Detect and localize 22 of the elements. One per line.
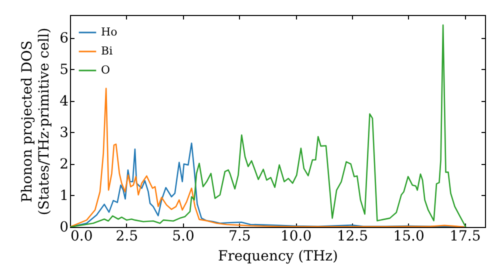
legend-label: Ho — [101, 26, 118, 38]
x-tick-label: 12.5 — [336, 228, 368, 244]
legend-label: Bi — [101, 44, 114, 58]
y-axis-title: Phonon projected DOS (States/THz·primitive cell) — [20, 28, 53, 216]
y-tick-label: 2 — [60, 156, 68, 172]
y-tick-label: 6 — [60, 30, 69, 46]
y-tick-label: 0 — [60, 220, 68, 236]
x-axis-title: Frequency (THz) — [218, 248, 338, 264]
y-tick-label: 1 — [60, 188, 68, 204]
x-tick-label: 5.0 — [172, 228, 194, 244]
x-tick-label: 10.0 — [280, 228, 312, 244]
y-tick-label: 3 — [60, 125, 68, 141]
y-tick-label: 4 — [60, 93, 69, 110]
x-tick-label: 0.0 — [70, 228, 93, 244]
x-tick-label: 17.5 — [450, 228, 481, 244]
line-series — [70, 88, 466, 227]
x-tick-label: 7.5 — [228, 228, 251, 244]
y-tick-label: 5 — [60, 62, 68, 78]
x-tick-label: 2.5 — [116, 228, 138, 244]
legend-label: O — [101, 64, 110, 76]
x-tick-label: 15.0 — [393, 228, 424, 244]
line-series — [70, 24, 466, 227]
